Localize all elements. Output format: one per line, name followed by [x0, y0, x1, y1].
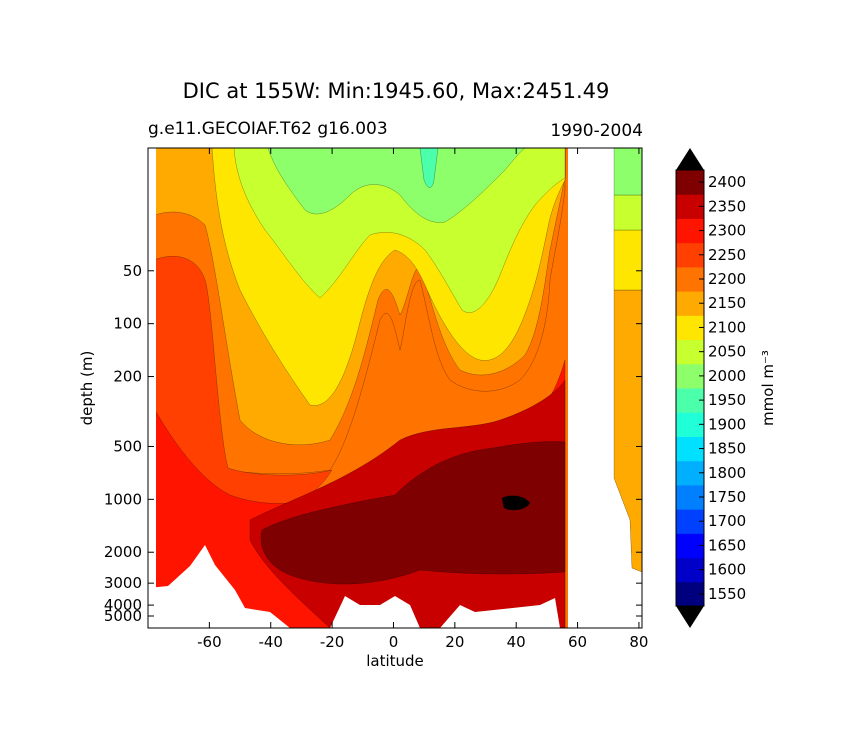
y-tick-label: 50	[123, 262, 142, 280]
y-tick-label: 200	[113, 368, 142, 386]
contour-north-lime	[613, 194, 642, 231]
x-axis-label: latitude	[366, 652, 424, 670]
x-axis: -60 -40 -20 0 20 40 60 80	[197, 148, 648, 651]
y-tick-label: 3000	[104, 574, 142, 592]
seafloor-south	[148, 545, 290, 628]
colorbar-tick-label: 1650	[708, 536, 746, 554]
colorbar-tick-label: 2200	[708, 270, 746, 288]
colorbar-tick-label: 1950	[708, 391, 746, 409]
x-tick-label: -40	[258, 633, 283, 651]
colorbar-tick-label: 1550	[708, 585, 746, 603]
y-tick-label: 1000	[104, 490, 142, 508]
contour-north-yellow	[613, 229, 642, 291]
land-mask	[568, 148, 642, 628]
plot-left-margin	[148, 148, 156, 628]
colorbar-tick-label: 2300	[708, 222, 746, 240]
contour-band-2400	[260, 441, 566, 585]
y-tick-label: 5000	[104, 607, 142, 625]
x-tick-label: 20	[445, 633, 464, 651]
seafloor-mid	[330, 596, 420, 628]
x-tick-label: 40	[507, 633, 526, 651]
colorbar: 1550 1600 1650 1700 1750 1800 1850 1900 1950 2000…	[675, 148, 746, 628]
colorbar-tick-label: 2050	[708, 343, 746, 361]
x-tick-label: 0	[389, 633, 399, 651]
chart-subtitle-left: g.e11.GECOIAF.T62 g16.003	[148, 119, 388, 139]
colorbar-tick-label: 1700	[708, 512, 746, 530]
y-tick-label: 2000	[104, 543, 142, 561]
colorbar-tick-label: 1900	[708, 415, 746, 433]
bathymetry-mask	[148, 148, 642, 628]
y-tick-label: 500	[113, 437, 142, 455]
colorbar-tick-label: 1850	[708, 440, 746, 458]
colorbar-tick-label: 1800	[708, 464, 746, 482]
colorbar-tick-label: 1750	[708, 488, 746, 506]
colorbar-label: mmol m⁻³	[759, 350, 777, 426]
colorbar-extend-max	[676, 148, 704, 170]
x-tick-label: 60	[568, 633, 587, 651]
colorbar-tick-label: 2100	[708, 318, 746, 336]
plot-frame	[147, 147, 643, 629]
chart-subtitle-right: 1990-2004	[550, 121, 643, 141]
x-tick-label: -20	[320, 633, 345, 651]
colorbar-tick-label: 2000	[708, 367, 746, 385]
contour-north-orange	[613, 289, 642, 573]
contour-fills	[148, 148, 642, 628]
colorbar-tick-label: 2400	[708, 173, 746, 191]
y-axis-label: depth (m)	[78, 351, 96, 426]
plot-area	[148, 148, 642, 628]
x-tick-label: -60	[197, 633, 222, 651]
contour-north	[613, 148, 642, 573]
contour-north-green	[613, 148, 642, 196]
y-tick-label: 4000	[104, 596, 142, 614]
contour-band-max	[501, 495, 531, 511]
colorbar-extend-min	[676, 606, 704, 628]
contour-band-2000	[267, 148, 526, 223]
chart-title: DIC at 155W: Min:1945.60, Max:2451.49	[183, 79, 610, 103]
colorbar-tick-label: 1600	[708, 561, 746, 579]
colorbar-tick-label: 2150	[708, 294, 746, 312]
colorbar-tick-label: 2250	[708, 246, 746, 264]
y-tick-label: 100	[113, 315, 142, 333]
colorbar-tick-label: 2350	[708, 197, 746, 215]
seafloor-north	[440, 598, 560, 628]
contour-band-1950	[419, 148, 439, 188]
x-tick-label: 80	[629, 633, 648, 651]
colorbar-frame	[675, 169, 705, 607]
